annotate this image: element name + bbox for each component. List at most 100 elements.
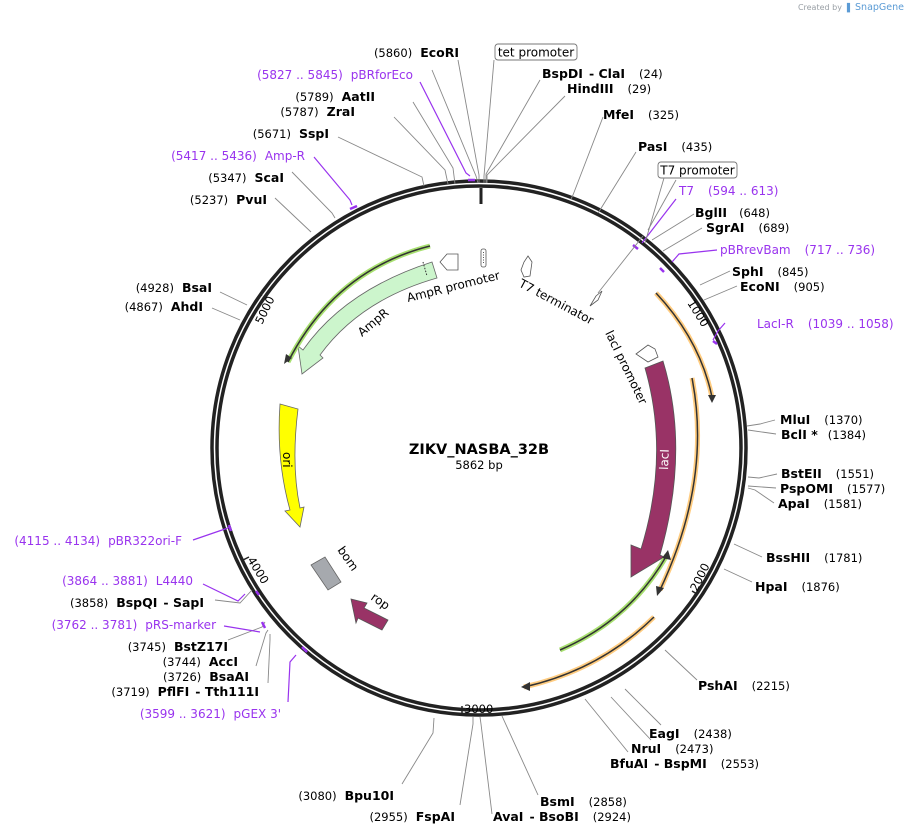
svg-text:(5860)EcoRI: (5860) EcoRI: [374, 45, 459, 60]
enzyme-econi[interactable]: EcoNI (905): [740, 279, 825, 294]
enzyme-bspqi-sapi[interactable]: (3858) BspQI - SapI: [70, 595, 204, 610]
svg-text:3000: 3000: [464, 702, 493, 716]
enzyme-bstz17i[interactable]: (3745) BstZ17I: [128, 639, 228, 654]
svg-text:(4928)BsaI: (4928) BsaI: [136, 280, 212, 295]
orf-2: [659, 377, 699, 591]
enzyme-bcli[interactable]: BclI * (1384): [781, 427, 866, 442]
svg-text:AvaI- BsoBI(2924): AvaI - BsoBI (2924): [493, 809, 631, 824]
enzyme-acci[interactable]: (3744) AccI: [163, 654, 238, 669]
svg-text:(3864 .. 3881)L4440: (3864 .. 3881) L4440: [62, 574, 193, 588]
primer-prs-marker[interactable]: (3762 .. 3781) pRS-marker: [52, 618, 216, 632]
orf-ampr-arrow-icon: [284, 354, 292, 364]
enzyme-avai-bsobi[interactable]: AvaI - BsoBI (2924): [493, 809, 631, 824]
svg-text:HindIII(29): HindIII (29): [567, 81, 651, 96]
enzyme-fspai[interactable]: (2955) FspAI: [369, 809, 455, 824]
enzyme-sphi[interactable]: SphI (845): [732, 264, 808, 279]
feature-t7-promoter-arrow[interactable]: [589, 290, 603, 307]
enzyme-bpu10i[interactable]: (3080) Bpu10I: [298, 788, 394, 803]
t7-terminator-label: T7 terminator: [516, 276, 596, 328]
enzyme-apai[interactable]: ApaI (1581): [778, 496, 862, 511]
snapgene-logo: ❚: [844, 2, 853, 13]
enzyme-pvui[interactable]: (5237) PvuI: [190, 192, 267, 207]
svg-text:(3599 .. 3621)pGEX 3': (3599 .. 3621) pGEX 3': [140, 707, 281, 721]
primer-pbr322ori-f[interactable]: (4115 .. 4134) pBR322ori-F: [14, 534, 182, 548]
svg-text:(3858)BspQI- SapI: (3858) BspQI - SapI: [70, 595, 204, 610]
enzyme-ahdi[interactable]: (4867) AhdI: [125, 299, 203, 314]
primer-amp-r[interactable]: (5417 .. 5436) Amp-R: [171, 149, 305, 163]
enzyme-bsmi[interactable]: BsmI (2858): [540, 794, 627, 809]
rop-label: rop: [368, 590, 392, 613]
orf-4-arrow-icon: [521, 682, 530, 691]
svg-text:PasI(435): PasI (435): [638, 139, 712, 154]
svg-text:(5827 .. 5845)pBRforEco: (5827 .. 5845) pBRforEco: [257, 68, 413, 82]
enzyme-nrui[interactable]: NruI (2473): [631, 741, 713, 756]
primer-l4440[interactable]: (3864 .. 3881) L4440: [62, 574, 193, 588]
svg-text:NruI(2473): NruI (2473): [631, 741, 713, 756]
label-t7-promoter[interactable]: T7 promoter: [657, 161, 738, 179]
primer-pbrforeco[interactable]: (5827 .. 5845) pBRforEco: [257, 68, 413, 82]
enzyme-bspdi-clai[interactable]: BspDI - ClaI (24): [542, 66, 663, 81]
label-tet-promoter[interactable]: tet promoter: [494, 43, 578, 61]
primer-t7[interactable]: T7 (594 .. 613): [678, 184, 778, 198]
primer-laci-r[interactable]: LacI-R (1039 .. 1058): [757, 317, 894, 331]
snapgene-credit: Created by ❚ SnapGene: [798, 2, 904, 13]
svg-text:BstEII(1551): BstEII (1551): [781, 466, 874, 481]
t7-promoter-leader: [644, 177, 665, 244]
enzyme-sspi[interactable]: (5671) SspI: [253, 126, 329, 141]
svg-text:BglII(648): BglII (648): [695, 205, 770, 220]
tick-3000: 3000: [461, 702, 493, 716]
enzyme-zrai[interactable]: (5787) ZraI: [280, 104, 355, 119]
enzyme-mlui[interactable]: MluI (1370): [780, 412, 863, 427]
svg-text:(3080)Bpu10I: (3080) Bpu10I: [298, 788, 394, 803]
laci-label: lacI: [657, 449, 672, 470]
enzyme-sgrai[interactable]: SgrAI (689): [706, 220, 789, 235]
enzyme-bsteii[interactable]: BstEII (1551): [781, 466, 874, 481]
svg-text:HpaI(1876): HpaI (1876): [755, 579, 840, 594]
svg-text:(3762 .. 3781)pRS-marker: (3762 .. 3781) pRS-marker: [52, 618, 216, 632]
feature-tet-promoter-marker[interactable]: [480, 248, 487, 268]
credit-brand: SnapGene: [855, 2, 904, 13]
enzyme-pflfi-tth111i[interactable]: (3719) PflFI - Tth111I: [111, 684, 259, 699]
enzyme-bsai[interactable]: (4928) BsaI: [136, 280, 212, 295]
enzyme-eagi[interactable]: EagI (2438): [649, 726, 732, 741]
feature-rop[interactable]: rop: [350, 590, 392, 631]
enzyme-pshai[interactable]: PshAI (2215): [698, 678, 790, 693]
svg-text:(3726)BsaAI: (3726) BsaAI: [163, 669, 249, 684]
svg-text:(4867)AhdI: (4867) AhdI: [125, 299, 203, 314]
enzyme-bsaai[interactable]: (3726) BsaAI: [163, 669, 249, 684]
enzyme-mfei[interactable]: MfeI (325): [603, 107, 679, 122]
feature-bom[interactable]: bom: [310, 544, 362, 591]
svg-text:(3744)AccI: (3744) AccI: [163, 654, 238, 669]
svg-text:BsmI(2858): BsmI (2858): [540, 794, 627, 809]
enzyme-scai[interactable]: (5347) ScaI: [208, 170, 284, 185]
feature-ori[interactable]: ori: [278, 403, 305, 528]
enzyme-ecori[interactable]: (5860) EcoRI: [374, 45, 459, 60]
primer-pgex-3[interactable]: (3599 .. 3621) pGEX 3': [140, 707, 281, 721]
orf-1-arrow-icon: [708, 395, 716, 403]
bom-label: bom: [335, 544, 362, 574]
enzyme-hpai[interactable]: HpaI (1876): [755, 579, 840, 594]
svg-text:(5787)ZraI: (5787) ZraI: [280, 104, 355, 119]
svg-text:(5237)PvuI: (5237) PvuI: [190, 192, 267, 207]
feature-t7-terminator[interactable]: T7 terminator: [516, 255, 596, 328]
svg-text:BclI *(1384): BclI * (1384): [781, 427, 866, 442]
enzyme-bglii[interactable]: BglII (648): [695, 205, 770, 220]
plasmid-name: ZIKV_NASBA_32B: [409, 442, 549, 458]
enzyme-hindiii[interactable]: HindIII (29): [567, 81, 651, 96]
primer-pbrrevbam[interactable]: pBRrevBam (717 .. 736): [720, 243, 875, 257]
svg-text:(5417 .. 5436)Amp-R: (5417 .. 5436) Amp-R: [171, 149, 305, 163]
orf-4: [523, 616, 655, 688]
svg-text:BspDI- ClaI(24): BspDI - ClaI (24): [542, 66, 663, 81]
enzyme-pasi[interactable]: PasI (435): [638, 139, 712, 154]
primer-leader-lines: [192, 81, 726, 703]
enzyme-bfuai-bspmi[interactable]: BfuAI - BspMI (2553): [610, 756, 759, 771]
orf-1: [655, 292, 713, 398]
svg-text:PspOMI(1577): PspOMI (1577): [780, 481, 885, 496]
t7-promoter-leader-inner: [597, 235, 644, 294]
svg-text:PshAI(2215): PshAI (2215): [698, 678, 790, 693]
svg-text:tet promoter: tet promoter: [498, 46, 574, 60]
enzyme-aatii[interactable]: (5789) AatII: [295, 89, 375, 104]
enzyme-pspomi[interactable]: PspOMI (1577): [780, 481, 885, 496]
enzyme-bsshii[interactable]: BssHII (1781): [766, 550, 862, 565]
